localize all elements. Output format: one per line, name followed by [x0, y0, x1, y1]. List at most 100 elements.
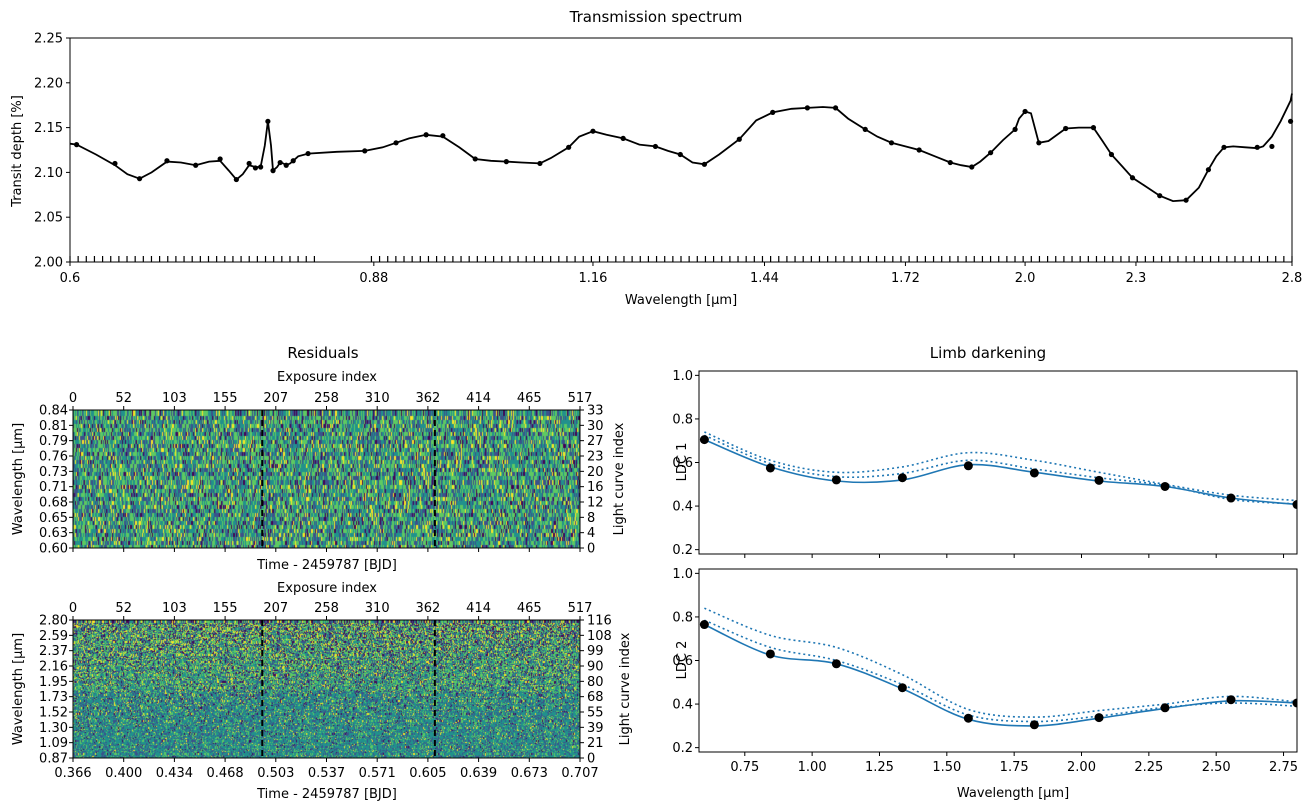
transmission-point	[537, 160, 543, 167]
ldc-point	[1029, 720, 1039, 730]
top-tick-label: 517	[568, 391, 593, 406]
top-tick-label: 207	[263, 601, 288, 616]
left-tick-label: 0.87	[39, 752, 68, 767]
transmission-point	[277, 159, 283, 166]
x-tick-label: 2.3	[1126, 271, 1147, 286]
right-tick-label: 27	[587, 434, 604, 449]
top-tick-label: 517	[568, 601, 593, 616]
x-tick-label: 2.75	[1269, 760, 1298, 775]
bottom-tick-label: 0.468	[206, 766, 243, 781]
top-tick-label: 52	[115, 601, 132, 616]
bottom-tick-label: 0.571	[359, 766, 396, 781]
transmission-point	[862, 126, 868, 132]
left-tick-label: 2.16	[39, 660, 68, 675]
ldc-point	[765, 463, 775, 473]
res-bot-top-xlabel: Exposure index	[277, 581, 377, 596]
bottom-tick-label: 0.673	[511, 766, 548, 781]
y-tick-label: 2.00	[34, 256, 63, 271]
transmission-point	[888, 140, 895, 146]
transmission-point	[440, 133, 446, 139]
right-tick-label: 68	[587, 690, 604, 705]
transmission-point	[1157, 193, 1163, 199]
ldc-point	[1029, 468, 1039, 478]
transmission-point	[652, 143, 659, 150]
left-tick-label: 0.68	[39, 496, 68, 511]
right-tick-label: 108	[587, 629, 612, 644]
res-top-top-xlabel: Exposure index	[277, 370, 377, 385]
y-tick-label: 0.6	[672, 456, 693, 471]
residuals-top-heatmap: 0 52 103 155 207 258 310 362 414 465 5170.600.630.…	[39, 391, 604, 557]
y-tick-label: 0.8	[672, 610, 693, 625]
top-tick-label: 207	[263, 391, 288, 406]
left-tick-label: 2.37	[39, 644, 68, 659]
transmission-point	[770, 109, 776, 115]
y-tick-label: 1.0	[672, 567, 693, 582]
res-bot-ylabel: Wavelength [μm]	[11, 633, 26, 745]
transmission-point	[947, 159, 953, 166]
transmission-point	[217, 156, 223, 162]
bottom-tick-label: 0.605	[409, 766, 446, 781]
right-tick-label: 116	[587, 614, 612, 629]
left-tick-label: 2.80	[39, 614, 68, 629]
right-tick-label: 55	[587, 706, 604, 721]
transmission-point	[1254, 144, 1260, 150]
transmission-point	[73, 142, 80, 148]
transmission-point	[1269, 143, 1275, 150]
residuals-bottom-heatmap: 0 52 103 155 207 258 310 362 414 465 517 0.366 0.400…	[39, 601, 612, 781]
bottom-tick-label: 0.639	[460, 766, 497, 781]
right-tick-label: 8	[587, 511, 595, 526]
ldc-lower-dotted	[704, 434, 1297, 505]
left-tick-label: 0.73	[39, 465, 68, 480]
y-tick-label: 1.0	[672, 369, 693, 384]
left-tick-label: 0.76	[39, 450, 68, 465]
res-top-ylabel: Wavelength [μm]	[11, 423, 26, 535]
ldc-point	[1226, 493, 1236, 503]
ldc-point	[699, 435, 709, 445]
ldc-point	[897, 473, 907, 483]
residuals-title: Residuals	[287, 344, 358, 362]
ldc-point	[699, 620, 709, 630]
transmission-xlabel: Wavelength [μm]	[625, 293, 737, 308]
bottom-tick-label: 0.503	[257, 766, 294, 781]
ldc1-plot: 0.2 0.4 0.6 0.8 1.0	[672, 369, 1298, 558]
right-tick-label: 0	[587, 752, 595, 767]
res-top-right-ylabel: Light curve index	[612, 422, 627, 535]
transmission-point	[620, 135, 626, 141]
y-tick-label: 0.6	[672, 654, 693, 669]
transmission-point	[1129, 175, 1136, 181]
transmission-point	[988, 150, 994, 156]
y-tick-label: 2.05	[34, 211, 63, 226]
transmission-point	[362, 148, 368, 154]
right-tick-label: 30	[587, 419, 604, 434]
ldc-point	[1094, 475, 1104, 485]
top-tick-label: 414	[466, 391, 491, 406]
y-tick-label: 2.15	[34, 121, 63, 136]
transmission-point	[1012, 126, 1018, 132]
ldc2-plot: 0.2 0.4 0.6 0.8 1.0 0.75 1.00 1.25 1.50 1.75 2.00 2…	[672, 567, 1298, 775]
ldc-series-group	[699, 607, 1297, 730]
y-tick-label: 0.2	[672, 543, 693, 558]
ldc-point	[765, 649, 775, 659]
ldc-point	[1292, 698, 1297, 708]
transmission-point	[1036, 140, 1042, 146]
transmission-point	[423, 132, 429, 138]
transmission-point	[233, 176, 239, 183]
transmission-point	[1183, 197, 1189, 203]
right-tick-label: 4	[587, 526, 595, 541]
top-tick-label: 103	[162, 601, 187, 616]
transmission-point	[112, 160, 118, 167]
left-tick-label: 1.09	[39, 736, 68, 751]
x-tick-label: 1.44	[750, 271, 779, 286]
transmission-point	[1108, 151, 1115, 158]
residual-image	[73, 410, 580, 548]
ldc2-xlabel: Wavelength [μm]	[957, 786, 1069, 801]
transmission-point	[1205, 167, 1212, 173]
y-tick-label: 0.8	[672, 412, 693, 427]
transmission-curve	[69, 93, 1293, 203]
transmission-point	[258, 164, 264, 170]
transmission-point	[164, 158, 170, 164]
transmission-point	[1221, 144, 1227, 150]
left-tick-label: 0.81	[39, 419, 68, 434]
transmission-ylabel: Transit depth [%]	[10, 95, 25, 208]
